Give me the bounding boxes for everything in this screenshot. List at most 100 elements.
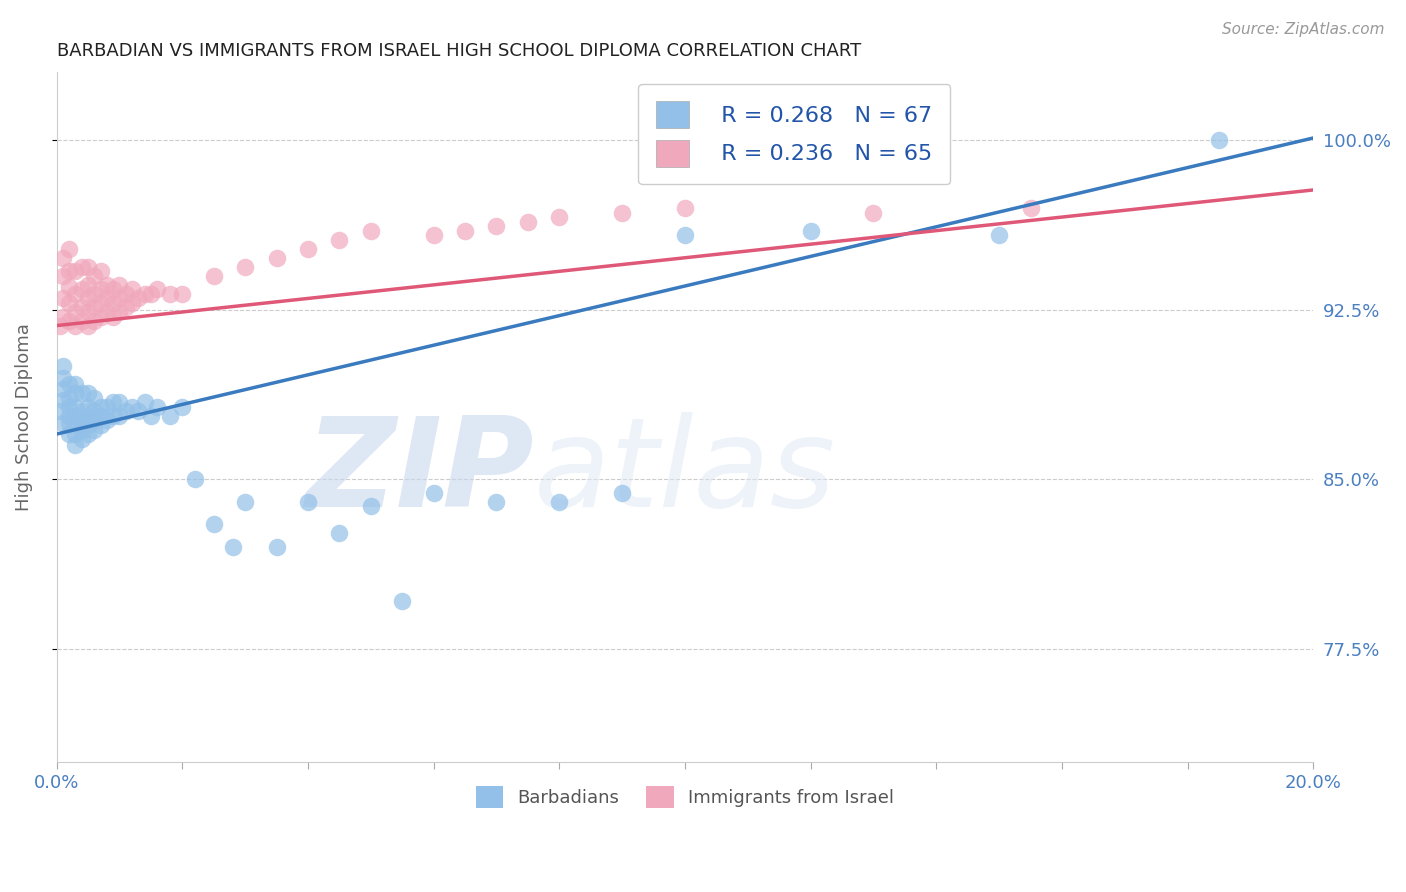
Point	[58, 409, 80, 423]
Y-axis label: High School Diploma: High School Diploma	[15, 323, 32, 511]
Point	[360, 224, 382, 238]
Point	[121, 296, 143, 310]
Point	[52, 268, 75, 283]
Point	[77, 277, 100, 292]
Point	[70, 386, 93, 401]
Point	[83, 404, 105, 418]
Point	[90, 310, 112, 324]
Point	[58, 264, 80, 278]
Point	[108, 292, 131, 306]
Point	[52, 370, 75, 384]
Point	[360, 500, 382, 514]
Point	[988, 228, 1011, 243]
Point	[70, 260, 93, 274]
Point	[90, 400, 112, 414]
Text: ZIP: ZIP	[305, 412, 534, 533]
Point	[121, 282, 143, 296]
Point	[454, 224, 477, 238]
Point	[70, 423, 93, 437]
Point	[83, 314, 105, 328]
Point	[101, 310, 124, 324]
Point	[800, 224, 823, 238]
Point	[90, 417, 112, 432]
Point	[83, 413, 105, 427]
Point	[65, 377, 87, 392]
Point	[233, 260, 256, 274]
Point	[108, 305, 131, 319]
Point	[96, 413, 118, 427]
Point	[52, 251, 75, 265]
Point	[673, 228, 696, 243]
Point	[77, 417, 100, 432]
Point	[114, 301, 136, 315]
Point	[52, 359, 75, 374]
Point	[83, 301, 105, 315]
Point	[134, 395, 156, 409]
Point	[159, 409, 181, 423]
Point	[485, 495, 508, 509]
Point	[1019, 201, 1042, 215]
Point	[127, 292, 149, 306]
Point	[90, 264, 112, 278]
Point	[610, 205, 633, 219]
Point	[96, 305, 118, 319]
Point	[58, 280, 80, 294]
Point	[108, 395, 131, 409]
Point	[184, 472, 207, 486]
Point	[65, 264, 87, 278]
Point	[48, 318, 70, 333]
Point	[58, 377, 80, 392]
Point	[77, 400, 100, 414]
Point	[65, 427, 87, 442]
Point	[58, 427, 80, 442]
Point	[134, 287, 156, 301]
Point	[101, 282, 124, 296]
Point	[422, 485, 444, 500]
Point	[108, 409, 131, 423]
Point	[77, 318, 100, 333]
Point	[90, 296, 112, 310]
Point	[48, 404, 70, 418]
Point	[58, 296, 80, 310]
Point	[77, 386, 100, 401]
Point	[83, 391, 105, 405]
Point	[70, 282, 93, 296]
Text: Source: ZipAtlas.com: Source: ZipAtlas.com	[1222, 22, 1385, 37]
Point	[96, 277, 118, 292]
Point	[673, 201, 696, 215]
Point	[108, 277, 131, 292]
Point	[862, 205, 884, 219]
Point	[1208, 133, 1230, 147]
Point	[65, 438, 87, 452]
Point	[101, 296, 124, 310]
Point	[65, 305, 87, 319]
Point	[58, 400, 80, 414]
Point	[139, 287, 162, 301]
Point	[121, 400, 143, 414]
Point	[65, 400, 87, 414]
Point	[114, 404, 136, 418]
Point	[70, 314, 93, 328]
Point	[127, 404, 149, 418]
Point	[77, 409, 100, 423]
Point	[58, 391, 80, 405]
Point	[77, 260, 100, 274]
Point	[70, 404, 93, 418]
Point	[297, 242, 319, 256]
Point	[90, 409, 112, 423]
Point	[83, 423, 105, 437]
Point	[96, 400, 118, 414]
Point	[58, 314, 80, 328]
Point	[83, 268, 105, 283]
Point	[52, 310, 75, 324]
Point	[548, 210, 571, 224]
Point	[172, 400, 194, 414]
Point	[65, 318, 87, 333]
Point	[65, 409, 87, 423]
Point	[146, 282, 169, 296]
Point	[328, 526, 350, 541]
Point	[101, 409, 124, 423]
Point	[77, 292, 100, 306]
Point	[422, 228, 444, 243]
Point	[96, 292, 118, 306]
